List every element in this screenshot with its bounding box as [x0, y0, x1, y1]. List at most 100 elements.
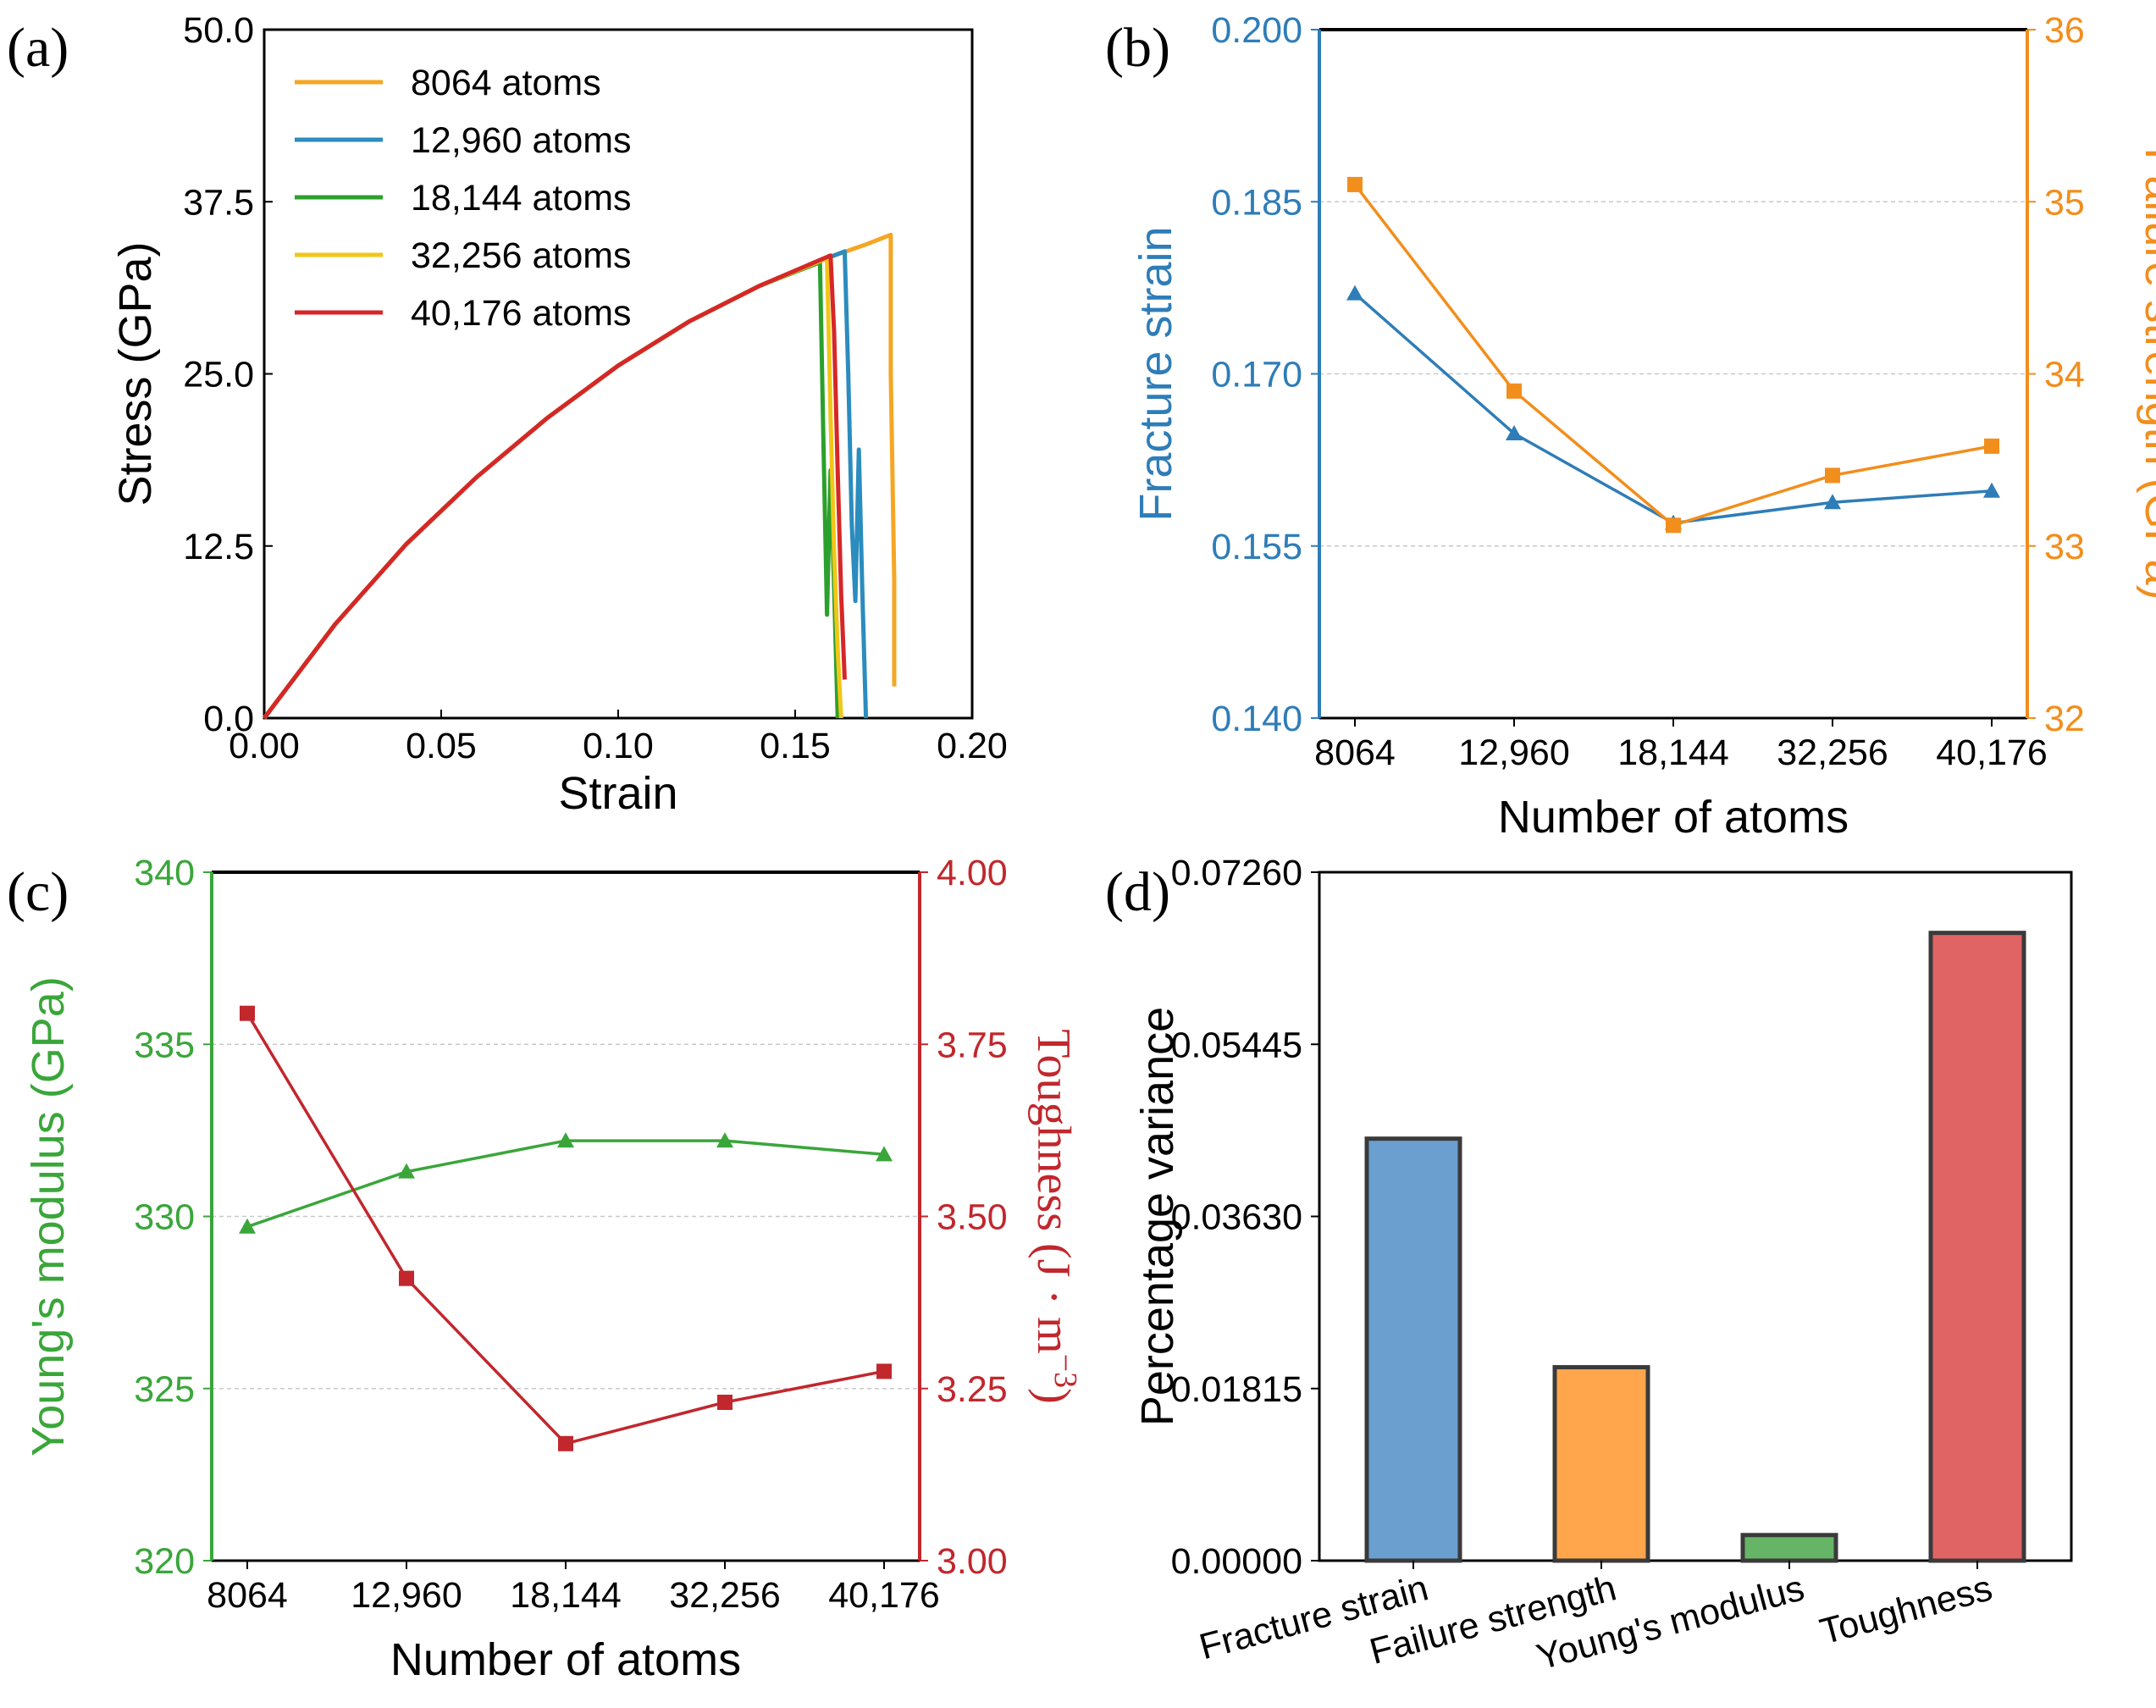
- bar-3: [1740, 1533, 1838, 1563]
- series-line-5: [263, 253, 847, 720]
- x-tick-label: 32,256: [669, 1575, 781, 1616]
- right-tick-label: 36: [2044, 10, 2085, 51]
- legend-label: 40,176 atoms: [411, 293, 632, 334]
- panel-label-b: (b): [1105, 17, 1170, 79]
- right-axis-title-main: Toughness (J · m: [1027, 1029, 1080, 1353]
- square-marker: [1825, 467, 1840, 484]
- x-tick-label: 40,176: [1936, 732, 2048, 773]
- right-tick-label: 3.25: [937, 1369, 1008, 1410]
- left-tick-label: 325: [134, 1369, 195, 1410]
- panel-label-c: (c): [7, 861, 69, 923]
- right-tick-label: 3.75: [937, 1025, 1008, 1065]
- square-marker: [876, 1363, 892, 1379]
- left-tick-label: 0.200: [1211, 10, 1302, 51]
- right-tick-label: 3.00: [937, 1541, 1008, 1582]
- y-tick-label: 37.5: [183, 182, 254, 223]
- triangle-marker: [398, 1163, 415, 1179]
- y-tick-label: 0.05445: [1171, 1025, 1302, 1065]
- bar-4: [1928, 931, 2026, 1563]
- right-axis-title-close: ): [1027, 1388, 1080, 1404]
- right-tick-label: 3.50: [937, 1197, 1008, 1238]
- left-axis-title: Young's modulus (GPa): [23, 976, 74, 1456]
- x-axis-title: Number of atoms: [390, 1634, 741, 1685]
- panel-d-percentage-variance: 0.00000 0.01815 0.03630 0.05445 0.07260 Perce…: [1132, 853, 2073, 1678]
- x-tick-label: 0.10: [583, 726, 654, 766]
- left-axis-title: Fracture strain: [1131, 226, 1181, 521]
- square-marker: [1347, 176, 1363, 192]
- x-tick-label: 8064: [207, 1575, 288, 1616]
- legend-label: 8064 atoms: [411, 63, 601, 103]
- x-tick-label: 8064: [1314, 732, 1396, 773]
- triangle-marker: [716, 1132, 733, 1148]
- left-tick-label: 0.170: [1211, 355, 1302, 395]
- x-tick-label: 12,960: [351, 1575, 462, 1616]
- x-axis-title: Number of atoms: [1498, 792, 1849, 843]
- y-tick-label: 0.01815: [1171, 1369, 1302, 1410]
- square-marker: [1506, 383, 1522, 399]
- square-marker: [717, 1395, 732, 1411]
- right-tick-label: 34: [2044, 355, 2085, 395]
- x-tick-label: Toughness: [1816, 1567, 1996, 1652]
- x-tick-label: 12,960: [1458, 732, 1570, 773]
- triangle-marker: [1506, 424, 1523, 440]
- left-tick-label: 0.140: [1211, 699, 1302, 739]
- right-axis-title: Failure strength (GPa): [2136, 147, 2156, 600]
- right-tick-label: 4.00: [937, 853, 1008, 893]
- x-tick-label: 18,144: [1617, 732, 1729, 773]
- square-marker: [1984, 438, 1999, 454]
- y-tick-label: 12.5: [183, 527, 254, 567]
- panel-c-modulus-toughness: 320 325 330 335 340 3.00 3.25 3.50 3.75 4.00 8064 1…: [23, 853, 1083, 1685]
- square-marker: [1666, 517, 1681, 533]
- y-tick-label: 25.0: [183, 355, 254, 395]
- right-axis-title-exp: −3: [1048, 1354, 1083, 1388]
- series-line-right: [246, 1012, 885, 1445]
- x-axis-title: Strain: [558, 768, 677, 819]
- panel-label-d: (d): [1105, 861, 1170, 923]
- square-marker: [399, 1270, 414, 1286]
- triangle-marker: [1346, 285, 1363, 301]
- right-tick-label: 35: [2044, 182, 2085, 223]
- triangle-marker: [1824, 494, 1841, 510]
- x-tick-label: 0.20: [937, 726, 1008, 766]
- triangle-marker: [239, 1218, 256, 1234]
- x-tick-label: 40,176: [828, 1575, 940, 1616]
- legend-label: 18,144 atoms: [411, 178, 632, 218]
- left-tick-label: 0.185: [1211, 182, 1302, 223]
- panel-b-fracture-strength: 0.140 0.155 0.170 0.185 0.200 32 33 34 35 36 8064 1…: [1131, 10, 2156, 843]
- series-line-left: [1353, 292, 1993, 525]
- x-tick-label: 18,144: [510, 1575, 622, 1616]
- x-tick-label: 0.15: [760, 726, 831, 766]
- square-marker: [558, 1435, 573, 1451]
- y-axis-title: Percentage variance: [1132, 1007, 1183, 1426]
- y-tick-label: 0.0: [203, 699, 254, 739]
- y-tick-label: 0.00000: [1171, 1541, 1302, 1582]
- right-tick-label: 32: [2044, 699, 2085, 739]
- left-tick-label: 320: [134, 1541, 195, 1582]
- left-tick-label: 0.155: [1211, 527, 1302, 567]
- x-tick-label: 32,256: [1777, 732, 1888, 773]
- bar-2: [1552, 1365, 1650, 1563]
- legend-label: 12,960 atoms: [411, 120, 632, 161]
- right-tick-label: 33: [2044, 527, 2085, 567]
- y-tick-label: 0.07260: [1171, 853, 1302, 893]
- series-line-left: [246, 1139, 885, 1229]
- triangle-marker: [876, 1146, 893, 1162]
- right-axis-title: Toughness (J · m−3): [1027, 1029, 1083, 1403]
- square-marker: [240, 1005, 255, 1021]
- bar-1: [1364, 1136, 1462, 1563]
- y-tick-label: 50.0: [183, 10, 254, 51]
- x-tick-label: 0.00: [229, 726, 300, 766]
- legend-label: 32,256 atoms: [411, 235, 632, 276]
- panel-a-stress-strain: 0.00 0.05 0.10 0.15 0.20 0.0 12.5 25.0 37.5 50.0 S…: [110, 10, 1008, 819]
- x-tick-label: 0.05: [406, 726, 477, 766]
- triangle-marker: [557, 1132, 574, 1148]
- y-axis-title: Stress (GPa): [110, 241, 161, 506]
- panel-label-a: (a): [7, 17, 69, 79]
- left-tick-label: 330: [134, 1197, 195, 1238]
- left-tick-label: 340: [134, 853, 195, 893]
- series-line-right: [1353, 183, 1993, 528]
- left-tick-label: 335: [134, 1025, 195, 1065]
- y-tick-label: 0.03630: [1171, 1197, 1302, 1238]
- triangle-marker: [1983, 482, 2000, 498]
